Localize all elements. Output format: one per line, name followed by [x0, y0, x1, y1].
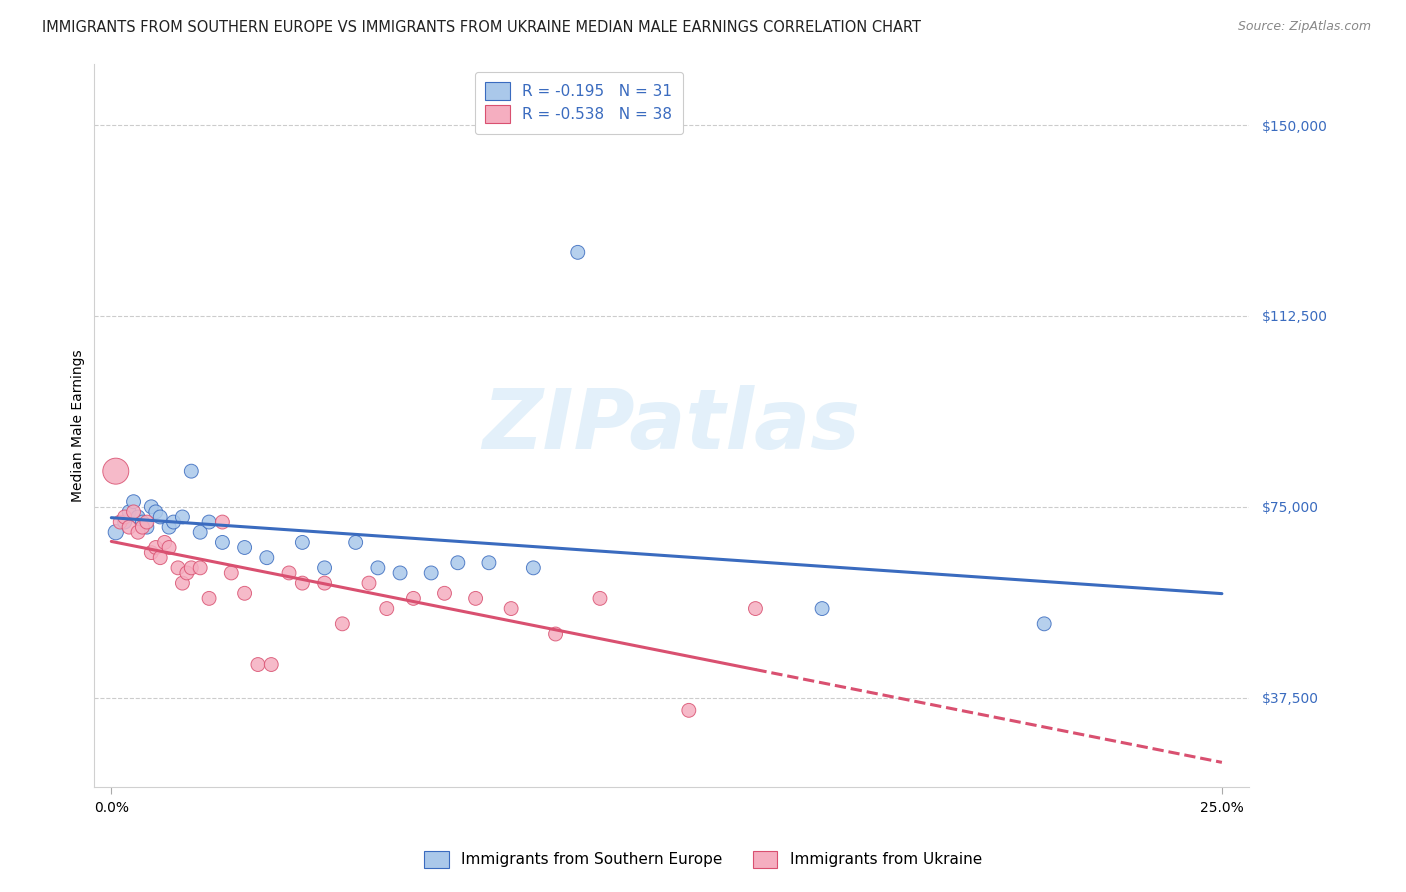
Point	[233, 541, 256, 555]
Point	[122, 494, 145, 508]
Point	[357, 576, 380, 591]
Point	[522, 561, 544, 575]
Point	[260, 657, 283, 672]
Point	[131, 515, 153, 529]
Point	[314, 576, 336, 591]
Point	[678, 703, 700, 717]
Point	[433, 586, 456, 600]
Point	[153, 535, 176, 549]
Point	[104, 525, 127, 540]
Point	[180, 464, 202, 478]
Point	[367, 561, 389, 575]
Point	[198, 591, 221, 606]
Point	[131, 520, 153, 534]
Point	[420, 566, 443, 580]
Legend: Immigrants from Southern Europe, Immigrants from Ukraine: Immigrants from Southern Europe, Immigra…	[418, 845, 988, 873]
Point	[291, 576, 314, 591]
Point	[278, 566, 301, 580]
Point	[219, 566, 242, 580]
Point	[141, 500, 163, 514]
Point	[330, 616, 353, 631]
Point	[110, 515, 132, 529]
Text: Source: ZipAtlas.com: Source: ZipAtlas.com	[1237, 20, 1371, 33]
Point	[291, 535, 314, 549]
Point	[176, 566, 198, 580]
Point	[118, 520, 141, 534]
Point	[145, 505, 167, 519]
Point	[188, 561, 211, 575]
Point	[375, 601, 398, 615]
Text: IMMIGRANTS FROM SOUTHERN EUROPE VS IMMIGRANTS FROM UKRAINE MEDIAN MALE EARNINGS : IMMIGRANTS FROM SOUTHERN EUROPE VS IMMIG…	[42, 20, 921, 35]
Point	[211, 515, 233, 529]
Point	[122, 505, 145, 519]
Point	[389, 566, 412, 580]
Point	[198, 515, 221, 529]
Point	[211, 535, 233, 549]
Point	[114, 515, 136, 529]
Point	[172, 576, 194, 591]
Point	[589, 591, 612, 606]
Point	[149, 510, 172, 524]
Point	[127, 510, 149, 524]
Point	[402, 591, 425, 606]
Y-axis label: Median Male Earnings: Median Male Earnings	[72, 349, 86, 501]
Point	[127, 525, 149, 540]
Text: ZIPatlas: ZIPatlas	[482, 384, 860, 466]
Point	[145, 541, 167, 555]
Point	[141, 545, 163, 559]
Point	[135, 515, 157, 529]
Point	[314, 561, 336, 575]
Point	[567, 245, 589, 260]
Point	[744, 601, 766, 615]
Point	[157, 520, 180, 534]
Legend: R = -0.195   N = 31, R = -0.538   N = 38: R = -0.195 N = 31, R = -0.538 N = 38	[475, 71, 683, 134]
Point	[233, 586, 256, 600]
Point	[162, 515, 184, 529]
Point	[478, 556, 501, 570]
Point	[114, 510, 136, 524]
Point	[135, 520, 157, 534]
Point	[811, 601, 834, 615]
Point	[180, 561, 202, 575]
Point	[172, 510, 194, 524]
Point	[1033, 616, 1056, 631]
Point	[544, 627, 567, 641]
Point	[256, 550, 278, 565]
Point	[464, 591, 486, 606]
Point	[188, 525, 211, 540]
Point	[246, 657, 269, 672]
Point	[501, 601, 523, 615]
Point	[167, 561, 190, 575]
Point	[447, 556, 470, 570]
Point	[104, 464, 127, 478]
Point	[157, 541, 180, 555]
Point	[118, 505, 141, 519]
Point	[149, 550, 172, 565]
Point	[344, 535, 367, 549]
